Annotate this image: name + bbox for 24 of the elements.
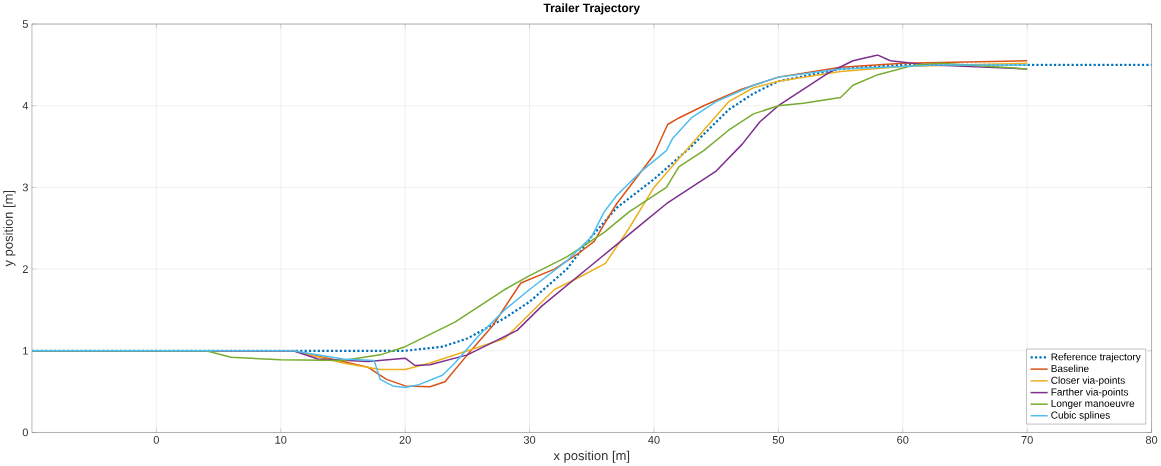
y-tick-label: 1 xyxy=(23,346,28,355)
chart-title: Trailer Trajectory xyxy=(543,3,641,15)
x-tick-label: 70 xyxy=(1021,435,1033,444)
legend-label: Baseline xyxy=(1051,364,1089,373)
x-tick-label: 20 xyxy=(399,435,411,444)
x-tick-label: 40 xyxy=(648,435,660,444)
x-tick-label: 80 xyxy=(1145,435,1158,444)
y-tick-label: 4 xyxy=(22,101,29,110)
x-tick-label: 50 xyxy=(772,435,785,444)
x-tick-label: 0 xyxy=(153,435,159,444)
y-axis-title: y position [m] xyxy=(3,190,16,267)
y-tick-label: 5 xyxy=(22,20,28,28)
legend-label: Farther via-points xyxy=(1051,388,1129,398)
x-axis-title: x position [m] xyxy=(553,450,630,463)
x-tick-label: 10 xyxy=(275,435,287,444)
x-tick-label: 60 xyxy=(897,435,909,444)
legend-label: Reference trajectory xyxy=(1051,353,1141,363)
legend-label: Cubic splines xyxy=(1051,411,1110,421)
y-tick-label: 2 xyxy=(22,265,28,273)
y-tick-label: 3 xyxy=(22,183,28,192)
x-tick-label: 30 xyxy=(523,435,536,444)
y-tick-label: 0 xyxy=(22,428,28,437)
legend-label: Longer manoeuvre xyxy=(1051,399,1135,409)
legend-label: Closer via-points xyxy=(1051,376,1125,386)
